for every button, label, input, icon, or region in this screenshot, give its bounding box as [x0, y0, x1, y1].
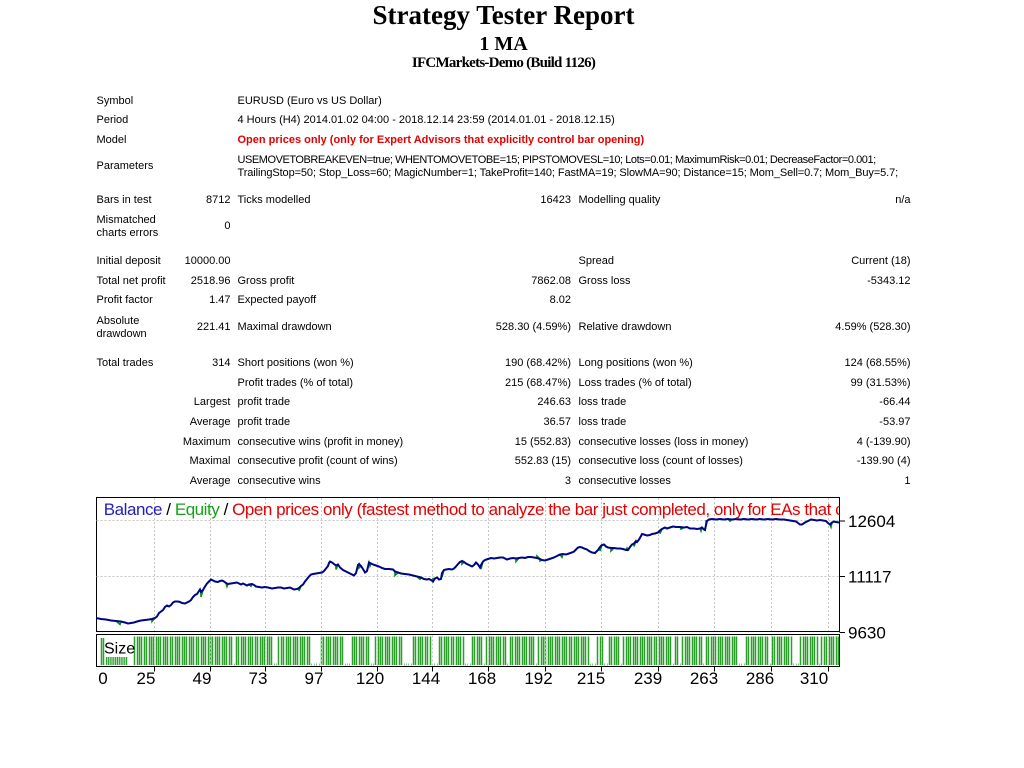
svg-text:73: 73 [249, 669, 268, 688]
svg-text:239: 239 [634, 669, 662, 688]
svg-text:144: 144 [412, 669, 440, 688]
svg-text:168: 168 [468, 669, 496, 688]
svg-text:0: 0 [98, 669, 107, 688]
svg-text:97: 97 [305, 669, 324, 688]
svg-text:25: 25 [137, 669, 156, 688]
svg-text:Size: Size [104, 641, 135, 658]
svg-text:12604: 12604 [848, 512, 895, 531]
svg-text:49: 49 [193, 669, 212, 688]
svg-text:11117: 11117 [848, 568, 892, 587]
svg-text:192: 192 [524, 669, 552, 688]
svg-text:310: 310 [800, 669, 828, 688]
svg-text:263: 263 [690, 669, 718, 688]
svg-text:120: 120 [356, 669, 384, 688]
svg-text:215: 215 [577, 669, 605, 688]
svg-text:Balance / Equity / Open prices: Balance / Equity / Open prices only (fas… [104, 500, 844, 519]
svg-text:286: 286 [746, 669, 774, 688]
svg-text:9630: 9630 [848, 624, 886, 643]
